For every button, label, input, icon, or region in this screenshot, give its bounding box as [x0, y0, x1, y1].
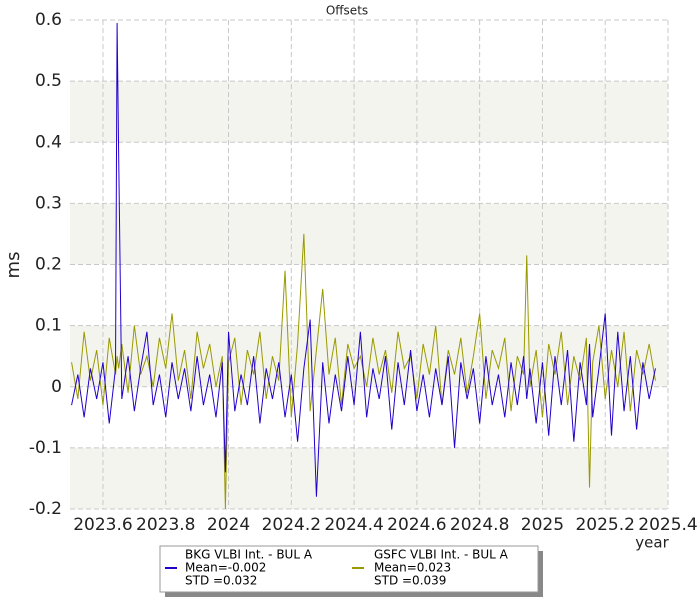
y-tick-label: -0.1: [29, 438, 62, 458]
y-tick-label: 0.2: [35, 255, 62, 275]
x-tick-label: 2024.2: [262, 515, 321, 535]
y-axis-label: ms: [3, 252, 24, 279]
legend-label: GSFC VLBI Int. - BUL A: [374, 548, 509, 562]
legend-std: STD =0.032: [185, 574, 257, 588]
x-tick-label: 2023.8: [136, 515, 195, 535]
y-tick-label: -0.2: [29, 499, 62, 519]
x-tick-label: 2024: [207, 515, 250, 535]
plot-band: [70, 447, 668, 509]
x-axis-label: year: [635, 534, 669, 552]
x-tick-label: 2024.4: [324, 515, 383, 535]
legend-mean: Mean=0.023: [374, 561, 451, 575]
y-tick-label: 0: [51, 377, 62, 397]
x-tick-label: 2024.8: [450, 515, 509, 535]
legend-std: STD =0.039: [374, 574, 446, 588]
series-line: [71, 23, 656, 497]
y-tick-label: 0.6: [35, 10, 62, 30]
y-tick-label: 0.3: [35, 193, 62, 213]
x-tick-label: 2025.4: [638, 515, 697, 535]
x-tick-label: 2025.2: [575, 515, 634, 535]
y-tick-label: 0.5: [35, 71, 62, 91]
y-tick-label: 0.4: [35, 132, 62, 152]
x-tick-label: 2023.6: [73, 515, 132, 535]
x-tick-label: 2024.6: [387, 515, 446, 535]
legend-label: BKG VLBI Int. - BUL A: [185, 548, 313, 562]
plot-lines: [71, 23, 656, 509]
legend: [159, 545, 539, 593]
labels: -0.2 -0.1 0 0.1 0.2 0.3 0.4 0.5 0.6 2023.6 2023.8 2…: [29, 10, 698, 535]
series-line: [71, 233, 656, 509]
plot-band: [70, 81, 668, 143]
grid: [70, 19, 669, 510]
y-tick-label: 0.1: [35, 316, 62, 336]
x-tick-label: 2025: [521, 515, 564, 535]
legend-mean: Mean=-0.002: [185, 561, 266, 575]
chart-title: Offsets: [326, 4, 368, 18]
plot-band: [70, 203, 668, 265]
